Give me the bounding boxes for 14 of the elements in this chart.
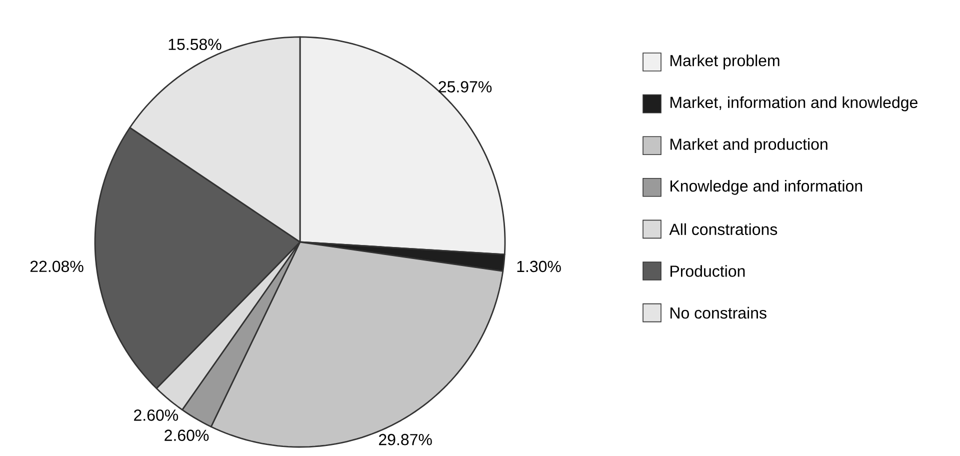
data-label: 25.97%: [438, 81, 492, 92]
data-label: 22.08%: [30, 260, 84, 272]
legend-label: All constrations: [669, 223, 778, 236]
data-label: 2.60%: [164, 430, 209, 441]
legend-label: No constrains: [670, 306, 766, 319]
data-label: 2.60%: [134, 410, 178, 421]
legend-label: Production: [670, 265, 745, 277]
legend-label: Market problem: [670, 54, 780, 70]
data-label: 1.30%: [517, 260, 561, 272]
data-label: 15.58%: [168, 38, 222, 50]
legend-label: Market and production: [670, 138, 828, 154]
data-label: 29.87%: [378, 434, 432, 446]
legend-label: Knowledge and information: [670, 180, 862, 195]
legend-label: Market, information and knowledge: [670, 96, 918, 112]
